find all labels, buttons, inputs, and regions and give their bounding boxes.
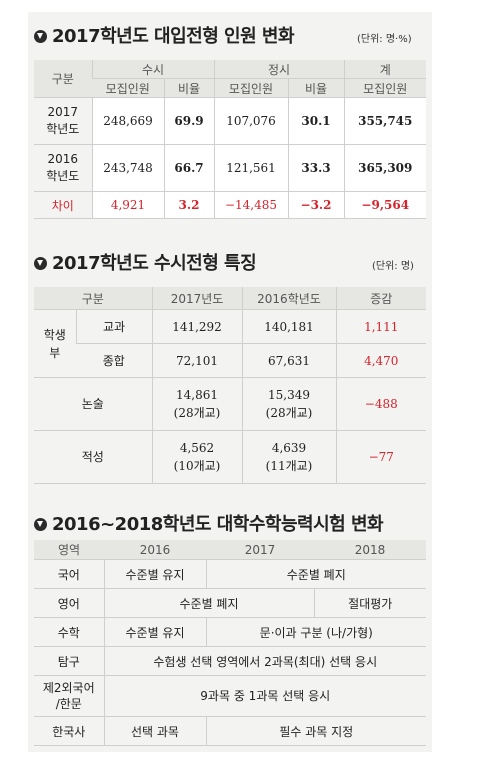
cell: 3.2	[163, 191, 214, 219]
table-row: 2016 학년도 243,748 66.7 121,561 33.3 365,30…	[34, 144, 426, 192]
cell: 248,669	[91, 97, 164, 145]
row-label: 2017 학년도	[34, 97, 92, 145]
cell: 33.3	[287, 144, 344, 192]
cell: 9과목 중 1과목 선택 응시	[103, 675, 426, 717]
cell: 355,745	[343, 97, 426, 145]
header-2016: 2016학년도	[241, 287, 336, 310]
row-label: 종합	[76, 343, 152, 378]
admission-count-table: 구분 수시 정시 계 모집인원 비율 모집인원 비율 모집인원 2017 학년도 …	[34, 60, 426, 219]
header-2017: 2017년도	[151, 287, 242, 310]
cell: 4,470	[335, 343, 426, 378]
section1-unit: (단위: 명·%)	[357, 34, 412, 45]
table-row-diff: 차이 4,921 3.2 −14,485 −3.2 −9,564	[34, 191, 426, 219]
section2-title: 2017학년도 수시전형 특징	[34, 249, 257, 275]
cell: 67,631	[241, 343, 336, 378]
cell: 수준별 폐지	[103, 588, 314, 618]
cell: 15,349 (28개교)	[241, 377, 336, 431]
cell: 필수 과목 지정	[205, 716, 426, 746]
cell: 수준별 유지	[103, 559, 206, 589]
header-category: 구분	[34, 60, 92, 98]
table-row: 논술 14,861 (28개교) 15,349 (28개교) −488	[34, 377, 426, 431]
cell: 243,748	[91, 144, 164, 192]
row-label: 차이	[34, 191, 92, 219]
header-jeongsi-recruit: 모집인원	[213, 78, 288, 98]
table-row: 탐구 수험생 선택 영역에서 2과목(최대) 선택 응시	[34, 646, 426, 676]
down-arrow-icon	[34, 257, 47, 270]
cell: 69.9	[163, 97, 214, 145]
header-2016: 2016	[104, 540, 206, 560]
cell: 절대평가	[313, 588, 426, 618]
row-label: 제2외국어/한문	[34, 675, 104, 717]
group-label: 학생 부	[34, 309, 76, 378]
row-label: 영어	[34, 588, 104, 618]
table-row: 한국사 선택 과목 필수 과목 지정	[34, 716, 426, 746]
row-label: 탐구	[34, 646, 104, 676]
header-total-recruit: 모집인원	[343, 78, 426, 98]
cell: −488	[335, 377, 426, 431]
table-row: 국어 수준별 유지 수준별 폐지	[34, 559, 426, 589]
header-susi-recruit: 모집인원	[92, 78, 164, 98]
table-row: 영어 수준별 폐지 절대평가	[34, 588, 426, 618]
header-susi: 수시	[91, 60, 214, 79]
section2-unit: (단위: 명)	[372, 261, 414, 272]
cell: 72,101	[151, 343, 242, 378]
susi-features-table: 구분 2017년도 2016학년도 증감 학생 부 교과 141,292 140,…	[34, 287, 426, 484]
header-category: 구분	[34, 287, 152, 310]
row-label: 교과	[75, 309, 152, 344]
cell: 수험생 선택 영역에서 2과목(최대) 선택 응시	[103, 646, 426, 676]
cell: 365,309	[343, 144, 426, 192]
row-label: 한국사	[34, 716, 104, 746]
table-row: 2017 학년도 248,669 69.9 107,076 30.1 355,74…	[34, 97, 426, 145]
cell: 107,076	[213, 97, 288, 145]
header-change: 증감	[335, 287, 426, 310]
table-row: 수학 수준별 유지 문·이과 구분 (나/가형)	[34, 617, 426, 647]
cell: 4,562 (10개교)	[151, 430, 242, 484]
header-2018: 2018	[314, 540, 426, 560]
cell: 66.7	[163, 144, 214, 192]
table-row: 적성 4,562 (10개교) 4,639 (11개교) −77	[34, 430, 426, 484]
cell: −9,564	[343, 191, 426, 219]
header-2017: 2017	[206, 540, 314, 560]
cell: 문·이과 구분 (나/가형)	[205, 617, 426, 647]
section1-title: 2017학년도 대입전형 인원 변화	[34, 22, 295, 48]
cell: 선택 과목	[103, 716, 206, 746]
down-arrow-icon	[34, 30, 47, 43]
header-area: 영역	[34, 540, 104, 560]
cell: 1,111	[335, 309, 426, 344]
cell: −3.2	[287, 191, 344, 219]
row-label: 국어	[34, 559, 104, 589]
cell: 141,292	[151, 309, 242, 344]
header-total: 계	[343, 60, 426, 79]
cell: 4,639 (11개교)	[241, 430, 336, 484]
cell: −14,485	[213, 191, 288, 219]
section3-title: 2016~2018학년도 대학수학능력시험 변화	[34, 510, 384, 536]
row-label: 2016 학년도	[34, 144, 92, 192]
cell: 30.1	[287, 97, 344, 145]
row-label: 수학	[34, 617, 104, 647]
header-susi-ratio: 비율	[163, 78, 214, 98]
header-jeongsi: 정시	[213, 60, 344, 79]
row-label: 적성	[34, 430, 152, 484]
table-row: 종합 72,101 67,631 4,470	[34, 343, 426, 378]
cell: 121,561	[213, 144, 288, 192]
cell: 14,861 (28개교)	[151, 377, 242, 431]
table-row: 학생 부 교과 141,292 140,181 1,111	[34, 309, 426, 378]
cell: 수준별 폐지	[205, 559, 426, 589]
cell: 140,181	[241, 309, 336, 344]
table-row: 제2외국어/한문 9과목 중 1과목 선택 응시	[34, 675, 426, 717]
header-jeongsi-ratio: 비율	[287, 78, 344, 98]
cell: 수준별 유지	[103, 617, 206, 647]
cell: 4,921	[91, 191, 164, 219]
cell: −77	[335, 430, 426, 484]
row-label: 논술	[34, 377, 152, 431]
down-arrow-icon	[34, 518, 47, 531]
csat-changes-table: 영역 2016 2017 2018 국어 수준별 유지 수준별 폐지 영어 수준…	[34, 540, 426, 746]
